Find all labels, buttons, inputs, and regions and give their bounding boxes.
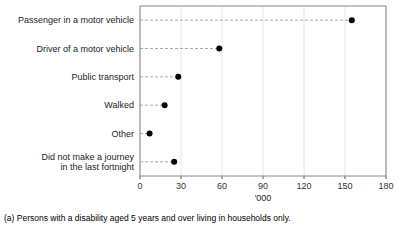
category-label: Other [111, 129, 134, 139]
tick-label: 180 [378, 181, 393, 191]
stem [140, 20, 352, 21]
tick-label: 60 [217, 181, 227, 191]
dot [349, 17, 355, 23]
stem [140, 76, 178, 77]
category-label-line: Did not make a journey [41, 152, 134, 162]
category-label: Driver of a motor vehicle [36, 44, 134, 54]
tick-label: 30 [176, 181, 186, 191]
grid [140, 6, 386, 176]
grid-line [181, 6, 182, 176]
stem [140, 105, 165, 106]
category-label: Walked [104, 100, 134, 110]
dot [175, 74, 181, 80]
category-label-line: Walked [104, 100, 134, 110]
dot [171, 159, 177, 165]
stem [140, 48, 219, 49]
tick-label: 150 [337, 181, 352, 191]
category-label: Did not make a journeyin the last fortni… [41, 152, 134, 172]
category-label-line: Passenger in a motor vehicle [18, 15, 134, 25]
grid-line [345, 6, 346, 176]
category-label-line: in the last fortnight [60, 162, 134, 172]
category-label: Public transport [71, 72, 134, 82]
category-label: Passenger in a motor vehicle [18, 15, 134, 25]
background [0, 0, 397, 227]
x-axis-label: '000 [255, 193, 272, 203]
grid-line [304, 6, 305, 176]
category-label-line: Driver of a motor vehicle [36, 44, 134, 54]
marks [140, 17, 355, 165]
footnote: (a) Persons with a disability aged 5 yea… [4, 213, 291, 223]
tick-label: 90 [258, 181, 268, 191]
tick-label: 120 [296, 181, 311, 191]
dot [162, 102, 168, 108]
category-label-line: Other [111, 129, 134, 139]
grid-line [222, 6, 223, 176]
category-label-line: Public transport [71, 72, 134, 82]
grid-line [263, 6, 264, 176]
dot [216, 46, 222, 52]
tick-label: 0 [137, 181, 142, 191]
dot [147, 131, 153, 137]
chart: 0 30 60 90 120 150 180 Passenger in a motor veh… [0, 0, 397, 227]
frame [140, 6, 386, 176]
stem [140, 161, 174, 162]
